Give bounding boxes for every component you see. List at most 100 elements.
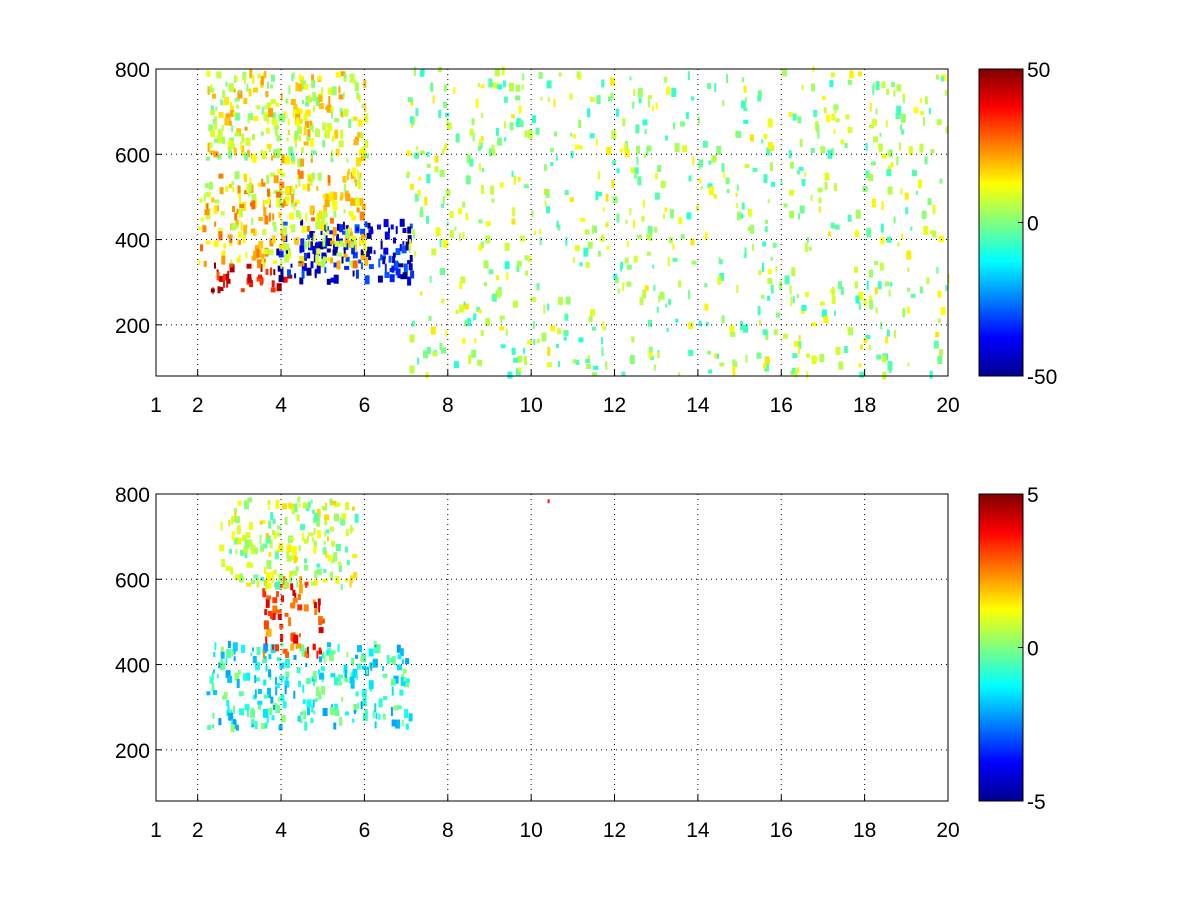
top-heatmap-cell <box>792 367 797 374</box>
top-heatmap-cell <box>223 243 227 249</box>
top-heatmap-cell <box>272 112 277 120</box>
bottom-heatmap-cell <box>308 532 313 537</box>
top-heatmap-cell <box>826 114 831 123</box>
bottom-heatmap-cell <box>313 602 317 608</box>
top-heatmap-cell <box>858 363 862 368</box>
top-heatmap-cell <box>409 334 415 343</box>
top-heatmap-cell <box>646 148 649 156</box>
bottom-heatmap-cell <box>375 712 378 719</box>
top-x-tick-label: 1 <box>150 394 162 417</box>
top-heatmap-cell <box>228 83 234 93</box>
top-heatmap-cell <box>278 190 284 195</box>
bottom-heatmap-cell <box>313 513 319 522</box>
top-heatmap-cell <box>936 266 939 274</box>
top-heatmap-cell <box>256 248 260 258</box>
top-heatmap-cell <box>479 163 481 172</box>
top-heatmap-cell <box>767 118 773 128</box>
bottom-heatmap-cell <box>254 675 257 684</box>
top-heatmap-cell <box>251 200 256 210</box>
bottom-heatmap-cell <box>353 704 358 712</box>
top-heatmap-cell <box>461 338 466 344</box>
bottom-heatmap-cell <box>237 500 242 506</box>
top-heatmap-cell <box>655 102 658 110</box>
top-heatmap-cell <box>405 241 411 251</box>
top-heatmap-cell <box>871 198 876 208</box>
top-heatmap-cell <box>919 143 924 153</box>
top-heatmap-cell <box>646 236 650 241</box>
bottom-heatmap-cell <box>220 663 226 671</box>
top-heatmap-cell <box>714 353 719 359</box>
top-heatmap-cell <box>462 232 465 240</box>
top-heatmap-cell <box>488 269 494 275</box>
top-heatmap-cell <box>234 132 240 137</box>
top-heatmap-cell <box>241 152 246 157</box>
top-heatmap-cell <box>260 75 264 85</box>
top-heatmap-cell <box>938 235 944 243</box>
top-heatmap-cell <box>752 243 755 251</box>
top-heatmap-cell <box>258 240 264 249</box>
top-heatmap-cell <box>409 365 415 374</box>
top-heatmap-cell <box>932 204 936 214</box>
top-heatmap-cell <box>220 211 225 216</box>
bottom-heatmap-cell <box>275 677 277 686</box>
top-heatmap-cell <box>497 84 503 90</box>
top-heatmap-cell <box>536 338 540 343</box>
top-heatmap-cell <box>343 240 347 248</box>
top-heatmap-cell <box>539 228 542 234</box>
bottom-heatmap-cell <box>351 506 355 511</box>
top-heatmap-cell <box>708 186 714 196</box>
top-heatmap-cell <box>593 365 599 370</box>
top-heatmap-cell <box>253 116 259 121</box>
top-heatmap-cell <box>210 84 213 91</box>
top-heatmap-cell <box>484 282 487 287</box>
top-heatmap-cell <box>384 272 390 278</box>
top-heatmap-cell <box>361 203 366 210</box>
top-heatmap-cell <box>847 214 852 222</box>
bottom-heatmap-cell <box>318 605 321 613</box>
top-heatmap-cell <box>290 194 294 203</box>
top-heatmap-cell <box>270 98 276 104</box>
top-heatmap-cell <box>330 277 336 283</box>
top-heatmap-cell <box>913 107 919 114</box>
bottom-heatmap-cell <box>262 543 268 549</box>
top-heatmap-cell <box>758 320 761 327</box>
bottom-heatmap-cell <box>213 690 218 696</box>
bottom-heatmap-cell <box>276 609 282 614</box>
bottom-heatmap-cell <box>227 704 230 710</box>
bottom-heatmap-cell <box>373 647 377 653</box>
top-heatmap-cell <box>354 197 360 207</box>
top-heatmap-cell <box>355 157 361 167</box>
bottom-heatmap-cell <box>290 643 295 651</box>
bottom-heatmap-cell <box>352 554 358 559</box>
bottom-heatmap-cell <box>270 512 274 521</box>
bottom-heatmap-cell <box>382 665 385 671</box>
top-heatmap-cell <box>295 200 300 205</box>
top-heatmap-cell <box>879 132 882 137</box>
top-heatmap-cell <box>251 153 257 163</box>
top-heatmap-cell <box>840 139 845 145</box>
top-heatmap-cell <box>745 354 748 363</box>
top-y-tick-label: 600 <box>115 144 150 167</box>
top-heatmap-cell <box>203 260 207 267</box>
top-heatmap-cell <box>359 150 363 155</box>
top-heatmap-cell <box>295 184 298 189</box>
top-heatmap-cell <box>547 346 551 356</box>
top-heatmap-cell <box>797 116 802 124</box>
bottom-heatmap-cell <box>404 709 409 719</box>
top-heatmap-cell <box>320 218 323 224</box>
top-heatmap-cell <box>237 185 241 194</box>
top-heatmap-cell <box>947 274 950 284</box>
top-heatmap-cell <box>682 145 688 153</box>
bottom-heatmap-cell <box>334 709 340 717</box>
bottom-heatmap-cell <box>235 516 240 524</box>
bottom-heatmap-cell <box>324 530 327 537</box>
top-x-tick-label: 2 <box>192 394 204 417</box>
bottom-heatmap-cell <box>322 506 327 511</box>
top-heatmap-cell <box>854 230 859 238</box>
bottom-x-tick-label: 2 <box>192 819 204 842</box>
top-heatmap-cell <box>299 256 305 261</box>
top-heatmap-cell <box>672 257 678 262</box>
bottom-heatmap-cell <box>304 721 308 731</box>
top-heatmap-cell <box>224 117 230 126</box>
